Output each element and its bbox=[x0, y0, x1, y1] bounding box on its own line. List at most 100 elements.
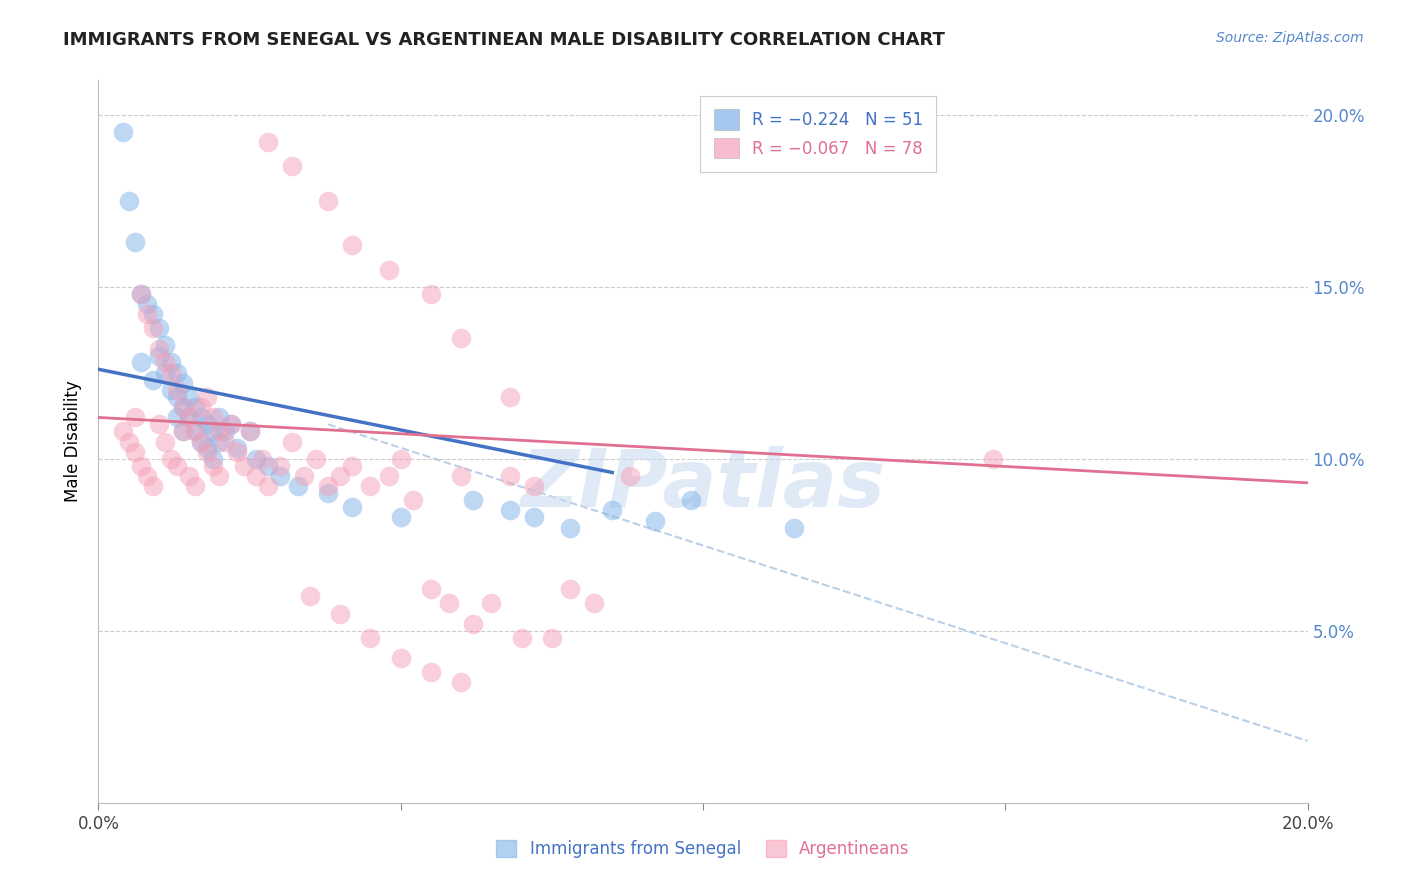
Point bbox=[450, 675, 472, 690]
Point bbox=[190, 410, 212, 425]
Point bbox=[153, 434, 176, 449]
Point bbox=[124, 410, 146, 425]
Point bbox=[179, 410, 201, 425]
Point bbox=[221, 417, 243, 432]
Point bbox=[245, 451, 267, 466]
Point bbox=[124, 235, 146, 249]
Point bbox=[239, 424, 262, 438]
Point bbox=[124, 445, 146, 459]
Point bbox=[377, 262, 399, 277]
Point bbox=[202, 424, 225, 438]
Point bbox=[135, 307, 157, 321]
Point bbox=[281, 159, 304, 173]
Point bbox=[172, 424, 194, 438]
Point bbox=[172, 424, 194, 438]
Point bbox=[190, 400, 212, 414]
Point bbox=[195, 442, 218, 456]
Point bbox=[166, 366, 188, 380]
Point bbox=[129, 355, 152, 369]
Point bbox=[481, 596, 503, 610]
Point bbox=[360, 479, 382, 493]
Point bbox=[160, 366, 183, 380]
Point bbox=[142, 321, 165, 335]
Point bbox=[179, 469, 201, 483]
Point bbox=[166, 458, 188, 473]
Point bbox=[250, 451, 273, 466]
Point bbox=[316, 479, 339, 493]
Point bbox=[342, 238, 364, 252]
Point bbox=[202, 451, 225, 466]
Point bbox=[214, 424, 236, 438]
Point bbox=[450, 469, 472, 483]
Point bbox=[389, 510, 412, 524]
Point bbox=[226, 442, 249, 456]
Point bbox=[129, 458, 152, 473]
Point bbox=[420, 286, 443, 301]
Point bbox=[558, 520, 581, 534]
Point bbox=[221, 417, 243, 432]
Point bbox=[153, 338, 176, 352]
Point bbox=[172, 376, 194, 390]
Text: IMMIGRANTS FROM SENEGAL VS ARGENTINEAN MALE DISABILITY CORRELATION CHART: IMMIGRANTS FROM SENEGAL VS ARGENTINEAN M… bbox=[63, 31, 945, 49]
Point bbox=[153, 366, 176, 380]
Point bbox=[377, 469, 399, 483]
Point bbox=[256, 135, 278, 149]
Point bbox=[437, 596, 460, 610]
Point bbox=[148, 349, 170, 363]
Point bbox=[316, 486, 339, 500]
Point bbox=[602, 503, 624, 517]
Point bbox=[287, 479, 309, 493]
Point bbox=[160, 383, 183, 397]
Point bbox=[142, 479, 165, 493]
Point bbox=[226, 445, 249, 459]
Point bbox=[281, 434, 304, 449]
Point bbox=[179, 390, 201, 404]
Point bbox=[342, 458, 364, 473]
Point bbox=[256, 458, 278, 473]
Point bbox=[389, 651, 412, 665]
Point bbox=[269, 469, 291, 483]
Point bbox=[129, 286, 152, 301]
Point bbox=[172, 400, 194, 414]
Point bbox=[160, 355, 183, 369]
Point bbox=[316, 194, 339, 208]
Point bbox=[184, 479, 207, 493]
Point bbox=[214, 434, 236, 449]
Point bbox=[166, 390, 188, 404]
Point bbox=[329, 607, 352, 621]
Point bbox=[148, 321, 170, 335]
Point bbox=[190, 434, 212, 449]
Point bbox=[420, 665, 443, 679]
Point bbox=[232, 458, 254, 473]
Point bbox=[245, 469, 267, 483]
Point bbox=[118, 194, 141, 208]
Point bbox=[498, 503, 520, 517]
Point bbox=[202, 458, 225, 473]
Point bbox=[420, 582, 443, 597]
Point bbox=[195, 445, 218, 459]
Point bbox=[360, 631, 382, 645]
Point bbox=[329, 469, 352, 483]
Point bbox=[239, 424, 262, 438]
Point bbox=[450, 331, 472, 345]
Point bbox=[160, 451, 183, 466]
Point bbox=[292, 469, 315, 483]
Point bbox=[783, 520, 806, 534]
Point bbox=[523, 510, 546, 524]
Point bbox=[498, 469, 520, 483]
Point bbox=[148, 342, 170, 356]
Point bbox=[111, 125, 134, 139]
Point bbox=[619, 469, 641, 483]
Point bbox=[644, 514, 666, 528]
Point bbox=[118, 434, 141, 449]
Text: Source: ZipAtlas.com: Source: ZipAtlas.com bbox=[1216, 31, 1364, 45]
Point bbox=[208, 410, 231, 425]
Point bbox=[208, 469, 231, 483]
Point bbox=[172, 400, 194, 414]
Legend: Immigrants from Senegal, Argentineans: Immigrants from Senegal, Argentineans bbox=[488, 832, 918, 867]
Point bbox=[389, 451, 412, 466]
Point bbox=[402, 493, 425, 508]
Point bbox=[190, 434, 212, 449]
Point bbox=[256, 479, 278, 493]
Point bbox=[166, 410, 188, 425]
